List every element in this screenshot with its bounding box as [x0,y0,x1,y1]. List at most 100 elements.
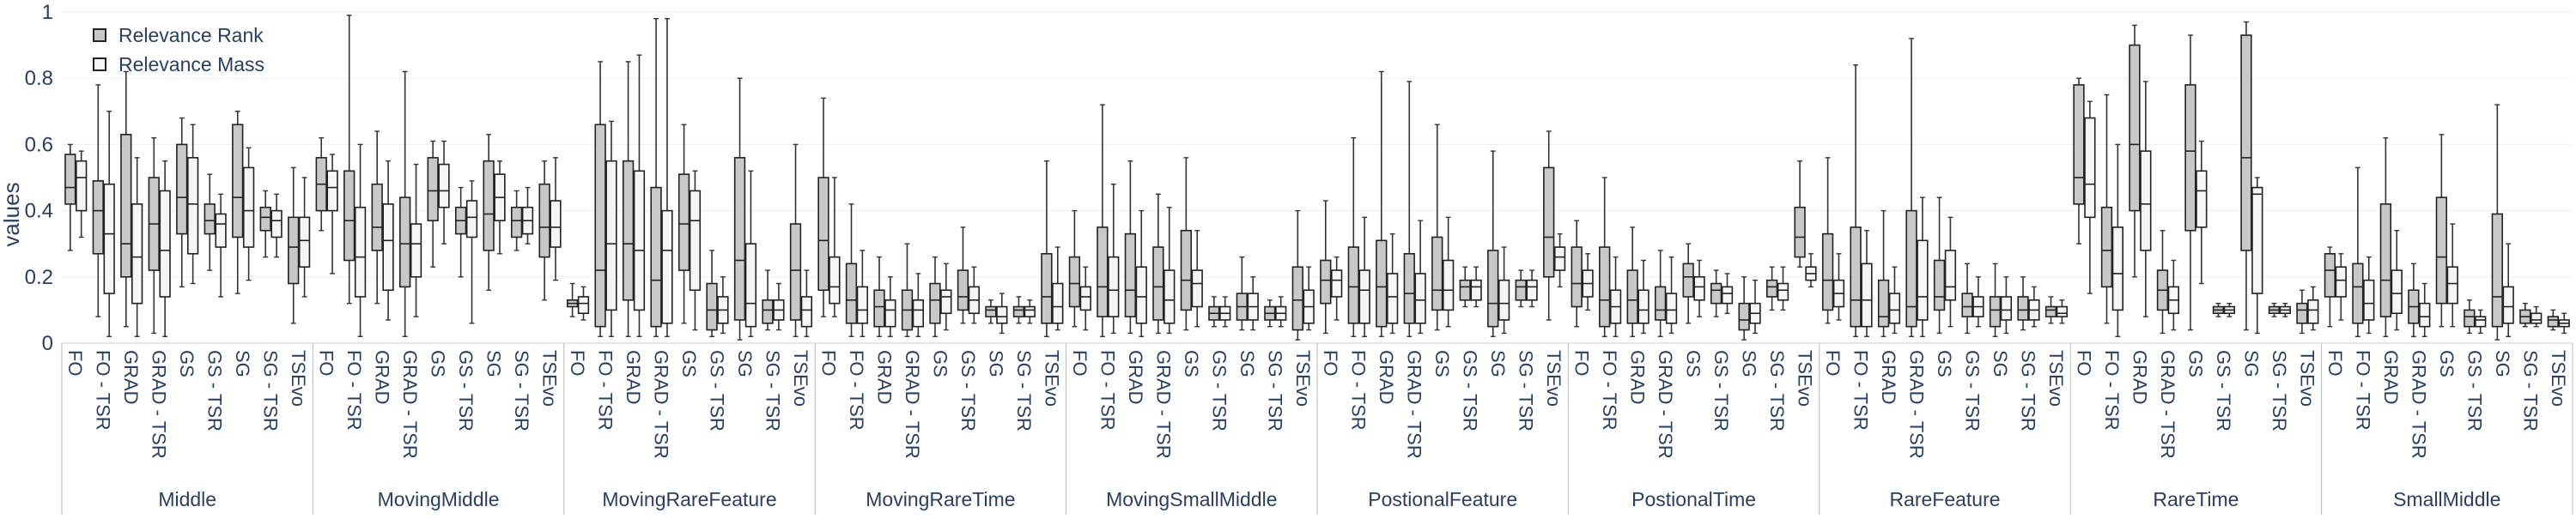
method-tick-label: GS - TSR [1208,350,1230,431]
box-mass [298,177,311,298]
method-tick-label: FO - TSR [2101,350,2123,431]
y-tick-label: 0.4 [25,200,53,223]
box-iqr [2000,296,2013,321]
box-iqr [510,206,523,238]
box-iqr [1097,226,1109,317]
legend[interactable]: Relevance Rank Relevance Mass [93,21,264,79]
box-mass [2363,256,2375,335]
method-tick-label: GRAD - TSR [902,350,923,459]
box-iqr [176,143,188,235]
box-iqr [1777,282,1789,301]
box-mass [689,170,702,331]
method-tick-label: GS [428,350,449,377]
box-mass [1637,259,1649,335]
box-iqr [873,289,885,328]
box-mass [2530,305,2543,328]
method-tick-label: FO [1571,350,1593,377]
method-tick-label: GS - TSR [1710,350,1732,431]
method-tick-label: SG - TSR [1264,350,1285,431]
method-tick-label: FO - TSR [2352,350,2373,431]
box-mass [1832,253,1845,321]
box-mass [2558,312,2570,335]
box-rank [762,269,774,331]
box-mass [605,120,617,337]
box-iqr [410,223,422,278]
method-tick-label: GS [176,350,197,377]
box-iqr [605,160,617,311]
box-iqr [382,203,394,292]
box-rank [1041,160,1053,337]
box-iqr [1637,289,1649,324]
method-tick-label: FO [64,350,86,377]
box-iqr [2184,84,2196,232]
box-mass [1917,196,1929,337]
method-tick-label: SG [1990,350,2011,377]
method-tick-label: GRAD [372,350,393,405]
box-rank [259,190,271,258]
box-mass [2502,243,2514,337]
box-iqr [1861,263,1873,328]
box-rank [566,282,579,317]
box-rank [1236,256,1248,331]
box-iqr [1693,275,1705,301]
box-rank [1905,38,1917,337]
box-iqr [326,170,338,212]
box-mass [215,193,227,298]
box-iqr [957,269,969,311]
box-iqr [2491,213,2503,328]
legend-item-relevance-rank[interactable]: Relevance Rank [93,21,264,50]
box-rank [2212,302,2225,317]
box-iqr [1320,259,1332,305]
group-label: MovingRareFeature [602,488,776,510]
box-iqr [2464,309,2476,328]
box-rank [371,130,383,305]
legend-label-mass: Relevance Mass [118,52,265,75]
box-rank [929,256,941,337]
box-iqr [465,200,478,238]
method-tick-label: FO - TSR [1097,350,1118,431]
legend-item-relevance-mass[interactable]: Relevance Mass [93,50,264,79]
box-iqr [650,186,662,328]
box-rank [1152,193,1164,335]
box-rank [2100,94,2113,324]
box-iqr [204,203,216,235]
y-tick-label: 0 [42,332,53,355]
method-tick-label: SG [734,350,756,377]
box-iqr [1079,286,1091,311]
box-rank [1124,160,1137,335]
box-iqr [159,190,171,298]
box-iqr [1024,305,1036,317]
box-iqr [1933,259,1946,311]
method-tick-label: FO - TSR [93,350,114,431]
method-tick-label: GS - TSR [1460,350,1481,431]
method-tick-label: SG [232,350,253,377]
box-rank [622,61,635,337]
box-rank [2184,34,2196,331]
method-tick-label: SG [483,350,505,377]
box-iqr [1191,269,1203,308]
box-iqr [2547,316,2559,328]
group-label: MovingMiddle [378,488,500,510]
box-rank [1097,104,1109,337]
method-tick-label: SG [2492,350,2513,377]
box-iqr [1553,246,1566,271]
box-rank [1068,209,1081,328]
method-tick-label: GRAD - TSR [399,350,421,459]
box-iqr [1498,279,1510,321]
box-iqr [1989,296,2002,328]
box-rank [455,186,467,278]
group-label: MovingRareTime [866,488,1015,510]
box-iqr [1794,206,1806,258]
box-rank [2044,296,2057,324]
box-iqr [1543,166,1555,278]
box-iqr [1403,252,1415,324]
method-tick-label: GS - TSR [204,350,226,431]
box-mass [1972,276,1984,328]
method-tick-label: GRAD - TSR [651,350,672,459]
box-iqr [1821,232,1834,311]
box-iqr [2056,305,2069,317]
box-mass [856,250,869,337]
box-iqr [1905,209,1917,328]
box-mass [326,154,338,275]
y-tick-label: 1 [42,1,53,24]
